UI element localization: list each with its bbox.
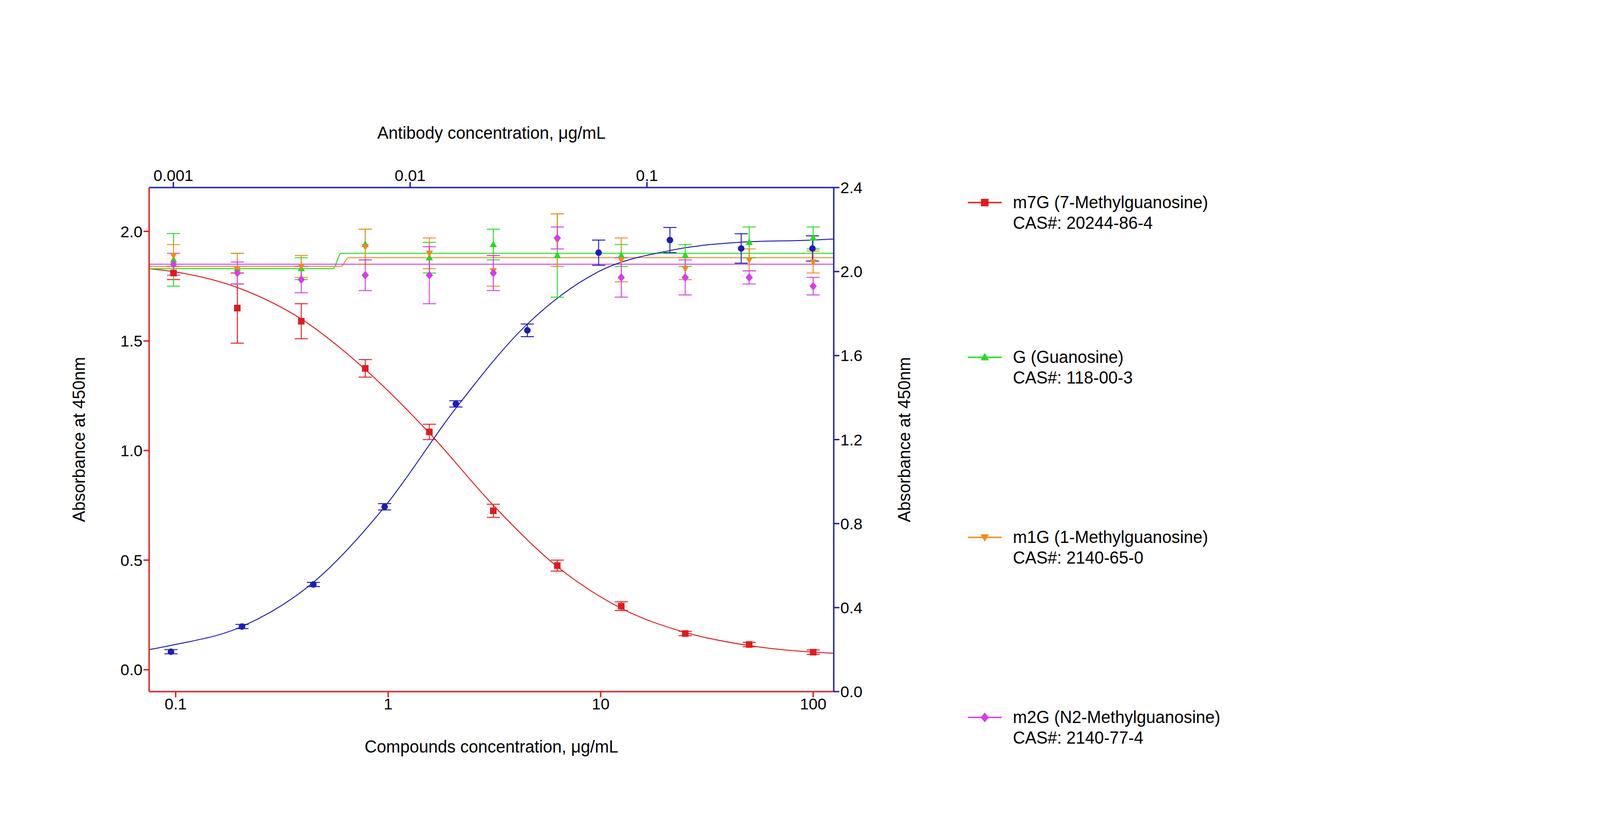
svg-text:2.4: 2.4 (840, 178, 863, 197)
html-text:CAS#: 20244-86-4: CAS#: 20244-86-4 (1012, 213, 1153, 233)
svg-text:1.5: 1.5 (120, 332, 143, 350)
svg-text:0.5: 0.5 (120, 551, 143, 570)
svg-text:10: 10 (591, 694, 610, 713)
svg-text:0.001: 0.001 (153, 166, 194, 185)
html-text:m7G (7-Methylguanosine): m7G (7-Methylguanosine) (1012, 192, 1209, 212)
html-text:G (Guanosine): G (Guanosine) (1012, 347, 1124, 367)
svg-text:0.4: 0.4 (840, 598, 863, 617)
html-text:m1G (1-Methylguanosine): m1G (1-Methylguanosine) (1012, 527, 1209, 547)
svg-text:Compounds concentration, μg/mL: Compounds concentration, μg/mL (364, 737, 619, 757)
svg-text:0.0: 0.0 (120, 660, 143, 679)
html-text:CAS#: 2140-65-0: CAS#: 2140-65-0 (1012, 548, 1144, 568)
svg-text:0.01: 0.01 (394, 166, 426, 185)
svg-text:0.8: 0.8 (840, 514, 863, 533)
svg-text:Antibody concentration, μg/mL: Antibody concentration, μg/mL (377, 123, 606, 143)
html-text:m2G (N2-Methylguanosine): m2G (N2-Methylguanosine) (1012, 707, 1221, 727)
html-text:CAS#: 118-00-3: CAS#: 118-00-3 (1012, 368, 1133, 388)
svg-text:1.6: 1.6 (840, 346, 863, 365)
svg-text:Absorbance at 450nm: Absorbance at 450nm (894, 356, 914, 522)
svg-text:2.0: 2.0 (120, 222, 143, 241)
svg-text:0.1: 0.1 (164, 694, 187, 713)
svg-text:0.0: 0.0 (840, 682, 863, 701)
svg-text:1: 1 (383, 694, 393, 713)
html-text:CAS#: 2140-77-4: CAS#: 2140-77-4 (1012, 728, 1144, 748)
svg-text:2.0: 2.0 (840, 262, 863, 281)
svg-text:1.2: 1.2 (840, 430, 863, 449)
svg-text:Absorbance at 450nm: Absorbance at 450nm (69, 356, 89, 522)
svg-text:100: 100 (800, 694, 827, 713)
svg-text:1.0: 1.0 (120, 441, 143, 460)
svg-text:0.1: 0.1 (635, 166, 658, 185)
